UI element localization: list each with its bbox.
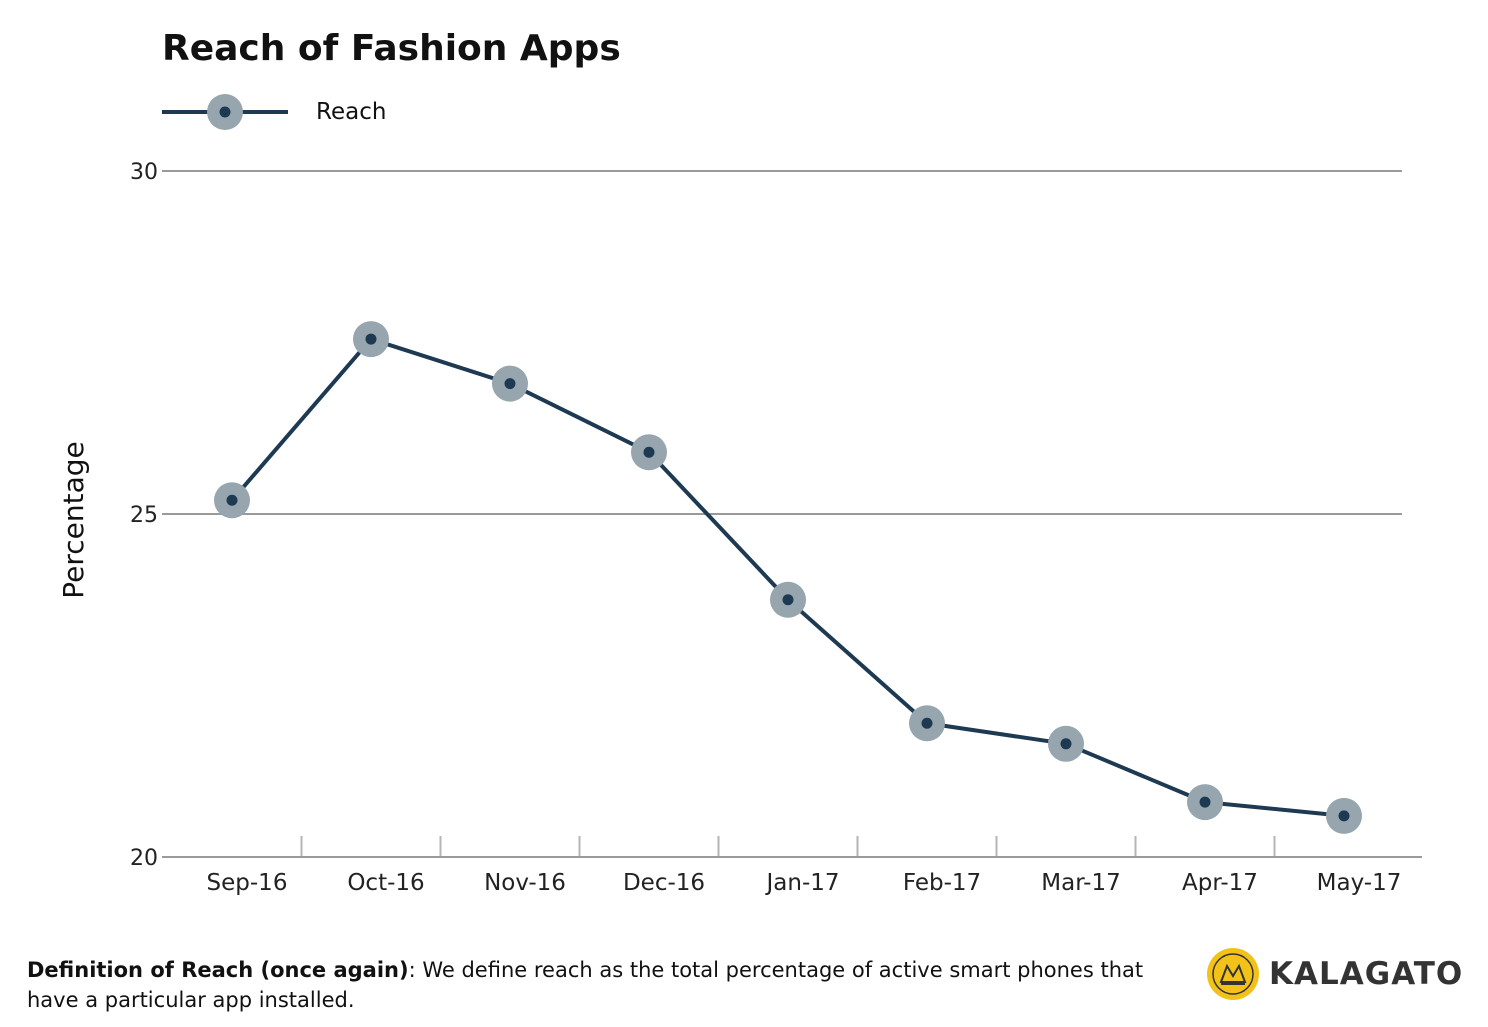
- data-point: [214, 482, 250, 519]
- legend-swatch: [162, 94, 288, 130]
- chart-title: Reach of Fashion Apps: [162, 28, 621, 69]
- series-layer: [214, 321, 1362, 834]
- data-point: [631, 434, 667, 471]
- x-tick-label-oct-16: Oct-16: [347, 870, 424, 896]
- data-point: [1326, 797, 1362, 834]
- x-tick-label-feb-17: Feb-17: [903, 870, 981, 896]
- data-point-dot: [782, 594, 794, 606]
- footnote-text: : We define reach as the total percentag…: [27, 958, 1144, 1012]
- legend-label: Reach: [316, 99, 387, 125]
- y-tick-label-20: 20: [130, 846, 158, 871]
- data-point: [909, 705, 945, 742]
- x-tick-label-jan-17: Jan-17: [764, 870, 839, 896]
- data-point-dot: [504, 378, 516, 390]
- footnote-bold: Definition of Reach (once again): [27, 958, 409, 982]
- data-point: [1048, 725, 1084, 762]
- brand: KALAGATO: [1205, 944, 1463, 1004]
- x-tick-label-nov-16: Nov-16: [484, 870, 566, 896]
- y-tick-label-30: 30: [130, 160, 158, 185]
- x-tick-label-mar-17: Mar-17: [1041, 870, 1121, 896]
- x-tick-label-apr-17: Apr-17: [1182, 870, 1258, 896]
- data-point: [492, 365, 528, 402]
- data-point: [1187, 784, 1223, 821]
- x-tick-label-sep-16: Sep-16: [207, 870, 288, 896]
- data-point-dot: [1338, 810, 1350, 822]
- grid-layer: [162, 170, 1402, 515]
- data-point-dot: [365, 333, 377, 345]
- axis-layer: 20 25 30 Sep-16 Oct-16 Nov-16 Dec-16 Jan-17 Feb-…: [130, 160, 1422, 896]
- data-point: [770, 581, 806, 618]
- y-tick-label-25: 25: [130, 503, 158, 528]
- data-point-dot: [1060, 738, 1072, 750]
- data-point-dot: [643, 446, 655, 458]
- kalagato-logo-icon: [1207, 948, 1259, 1000]
- legend: Reach: [160, 90, 386, 134]
- footnote: Definition of Reach (once again): We def…: [27, 955, 1147, 1015]
- series-line-reach: [230, 337, 1345, 818]
- data-point-dot: [1199, 796, 1211, 808]
- data-point: [353, 321, 389, 358]
- data-point-dot: [226, 494, 238, 506]
- brand-name: KALAGATO: [1269, 956, 1464, 992]
- x-tick-label-dec-16: Dec-16: [623, 870, 705, 896]
- y-axis-label: Percentage: [57, 441, 90, 599]
- chart-plot: 20 25 30 Sep-16 Oct-16 Nov-16 Dec-16 Jan-17 Feb-…: [57, 160, 1422, 896]
- data-point-dot: [921, 717, 933, 729]
- x-tick-label-may-17: May-17: [1317, 870, 1402, 896]
